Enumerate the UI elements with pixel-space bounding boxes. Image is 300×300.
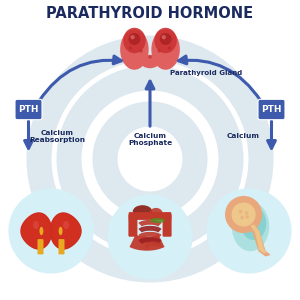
FancyBboxPatch shape xyxy=(163,214,172,237)
Circle shape xyxy=(168,46,171,50)
Circle shape xyxy=(225,196,262,233)
Ellipse shape xyxy=(152,29,180,70)
Circle shape xyxy=(129,46,132,50)
FancyBboxPatch shape xyxy=(128,214,137,237)
Ellipse shape xyxy=(33,221,39,229)
Circle shape xyxy=(206,188,292,274)
Circle shape xyxy=(128,33,140,45)
Circle shape xyxy=(240,216,244,219)
Text: Calcium
Phosphate: Calcium Phosphate xyxy=(128,134,172,146)
Text: PARATHYROID HORMONE: PARATHYROID HORMONE xyxy=(46,6,253,21)
Ellipse shape xyxy=(241,207,266,240)
Polygon shape xyxy=(250,224,267,254)
Ellipse shape xyxy=(120,29,149,70)
Circle shape xyxy=(157,49,161,53)
FancyBboxPatch shape xyxy=(15,99,42,120)
Circle shape xyxy=(239,210,242,213)
Text: Calcium: Calcium xyxy=(226,134,260,140)
Circle shape xyxy=(139,49,143,53)
Circle shape xyxy=(8,188,94,274)
FancyBboxPatch shape xyxy=(129,212,171,220)
Circle shape xyxy=(130,35,135,39)
Text: Parathyroid Gland: Parathyroid Gland xyxy=(169,70,242,76)
FancyBboxPatch shape xyxy=(38,239,44,254)
Polygon shape xyxy=(21,213,52,249)
Circle shape xyxy=(232,202,256,226)
Ellipse shape xyxy=(154,28,177,53)
FancyBboxPatch shape xyxy=(58,239,64,254)
Polygon shape xyxy=(50,213,81,249)
Ellipse shape xyxy=(40,227,44,235)
Text: PTH: PTH xyxy=(18,105,39,114)
Circle shape xyxy=(245,215,249,219)
Ellipse shape xyxy=(123,28,146,53)
Ellipse shape xyxy=(232,202,269,251)
Circle shape xyxy=(245,211,248,215)
FancyBboxPatch shape xyxy=(258,99,285,120)
Circle shape xyxy=(160,33,172,45)
Ellipse shape xyxy=(59,227,63,235)
Circle shape xyxy=(107,194,193,280)
Ellipse shape xyxy=(63,221,69,229)
Circle shape xyxy=(162,35,166,39)
Polygon shape xyxy=(248,220,271,256)
Ellipse shape xyxy=(150,218,165,223)
Ellipse shape xyxy=(133,205,152,218)
Text: PTH: PTH xyxy=(261,105,282,114)
Ellipse shape xyxy=(149,208,163,219)
Ellipse shape xyxy=(140,55,160,68)
Circle shape xyxy=(148,55,152,59)
Text: Calcium
Reabsorption: Calcium Reabsorption xyxy=(29,130,85,143)
